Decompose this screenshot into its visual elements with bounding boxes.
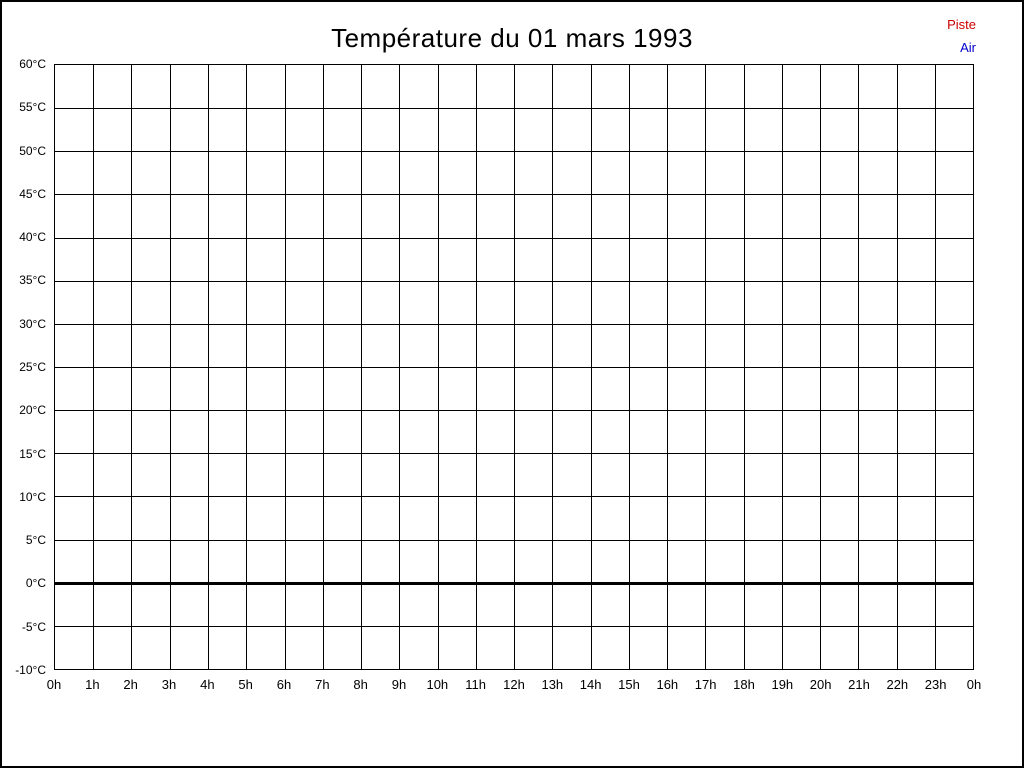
y-tick-label: 55°C <box>19 100 46 115</box>
y-tick-label: 45°C <box>19 186 46 201</box>
v-gridline <box>781 65 783 669</box>
y-tick-label: 30°C <box>19 316 46 331</box>
v-gridline <box>514 65 515 669</box>
x-tick-label: 22h <box>886 677 909 692</box>
y-tick-label: -10°C <box>15 663 46 677</box>
x-tick-label: 15h <box>618 677 640 692</box>
v-gridline <box>934 65 936 669</box>
x-tick-label: 14h <box>579 677 602 692</box>
x-tick-label: 2h <box>123 677 138 692</box>
y-tick-label: 60°C <box>19 57 46 71</box>
x-tick-label: 3h <box>161 677 177 692</box>
y-tick-label: 50°C <box>19 143 46 158</box>
v-gridline <box>131 65 133 669</box>
plot-area <box>54 64 974 670</box>
v-gridline <box>360 65 362 669</box>
y-tick-label: 35°C <box>19 273 46 288</box>
y-tick-label: 10°C <box>19 489 46 504</box>
x-tick-label: 0h <box>966 677 982 692</box>
x-tick-label: 18h <box>733 677 755 692</box>
v-gridline <box>475 65 477 669</box>
v-gridline <box>437 65 439 669</box>
x-tick-label: 20h <box>809 677 832 692</box>
chart-title: Température du 01 mars 1993 <box>331 23 693 53</box>
x-tick-label: 7h <box>315 677 330 692</box>
v-gridline <box>399 65 401 669</box>
x-tick-label: 12h <box>503 677 525 692</box>
v-gridline <box>207 65 209 669</box>
x-tick-label: 13h <box>541 677 564 692</box>
v-gridline <box>743 65 745 669</box>
y-tick-label: 5°C <box>25 533 46 548</box>
x-tick-label: 19h <box>771 677 794 692</box>
v-gridline <box>590 65 592 669</box>
legend: Piste Air <box>947 14 976 60</box>
v-gridline <box>896 65 898 669</box>
y-tick-label: 15°C <box>19 446 46 461</box>
y-axis-labels: 60°C 55°C 50°C 45°C 40°C 35°C 30°C 25°C 20°C 15°C… <box>2 57 48 677</box>
x-tick-label: 23h <box>924 677 947 692</box>
x-tick-label: 6h <box>276 677 292 692</box>
v-gridline <box>322 65 324 669</box>
y-tick-label: 0°C <box>25 576 46 591</box>
y-tick-label: -5°C <box>21 619 46 634</box>
x-tick-label: 0h <box>46 677 62 692</box>
v-gridline <box>246 65 248 669</box>
x-axis-labels: 0h 1h 2h 3h 4h 5h 6h 7h 8h 9h 10h 11h 12h 13h 14h 15h 16… <box>47 677 981 697</box>
legend-item-piste: Piste <box>947 17 976 32</box>
v-gridline <box>705 65 707 669</box>
v-gridline <box>169 65 171 669</box>
x-tick-label: 11h <box>465 677 487 692</box>
x-tick-label: 5h <box>238 677 253 692</box>
v-gridline <box>552 65 554 669</box>
x-tick-label: 8h <box>353 677 368 692</box>
v-gridline <box>858 65 860 669</box>
x-tick-label: 16h <box>656 677 679 692</box>
x-tick-label: 9h <box>391 677 407 692</box>
v-gridline <box>820 65 821 669</box>
legend-item-air: Air <box>960 39 976 55</box>
x-tick-label: 4h <box>200 677 215 692</box>
x-tick-label: 17h <box>694 677 717 692</box>
v-gridline <box>284 65 286 669</box>
x-tick-label: 10h <box>426 677 449 692</box>
v-gridline <box>666 65 668 669</box>
x-tick-label: 21h <box>848 677 870 692</box>
y-tick-label: 25°C <box>19 360 46 374</box>
y-tick-label: 20°C <box>19 403 46 418</box>
x-tick-label: 1h <box>85 677 100 692</box>
v-gridline <box>93 65 95 669</box>
v-gridline <box>628 65 630 669</box>
y-tick-label: 40°C <box>19 230 46 245</box>
